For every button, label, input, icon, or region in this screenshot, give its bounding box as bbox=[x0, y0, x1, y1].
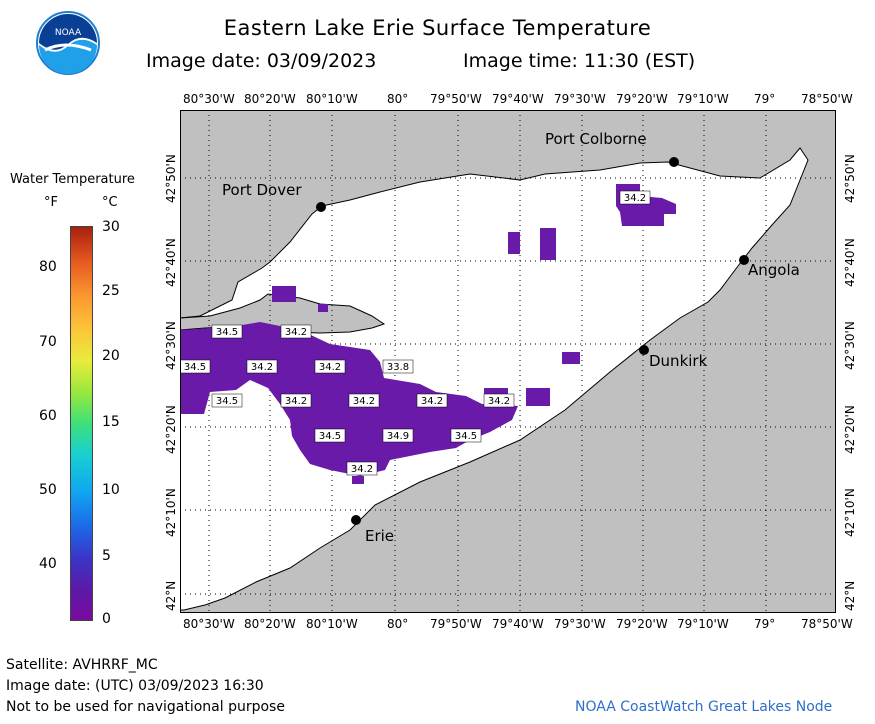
lat-label-right: 42°50'N bbox=[843, 154, 857, 203]
lat-label-left: 42°20'N bbox=[164, 405, 178, 454]
port-colborne-marker bbox=[669, 157, 679, 167]
lat-label-left: 42°N bbox=[164, 580, 178, 611]
temp-label: 34.5 bbox=[216, 396, 238, 407]
angola-marker bbox=[739, 255, 749, 265]
tick-c-0: 0 bbox=[102, 611, 111, 627]
port-dover-marker bbox=[316, 202, 326, 212]
lat-label-left: 42°40'N bbox=[164, 238, 178, 287]
tick-c-10: 10 bbox=[102, 482, 120, 498]
lon-label-bottom: 79° bbox=[754, 617, 776, 631]
lat-label-left: 42°10'N bbox=[164, 488, 178, 537]
lon-label-bottom: 79°50'W bbox=[430, 617, 482, 631]
place-erie: Erie bbox=[365, 527, 394, 545]
lat-label-left: 42°50'N bbox=[164, 154, 178, 203]
temp-label: 34.5 bbox=[216, 327, 238, 338]
image-time: Image time: 11:30 (EST) bbox=[463, 50, 696, 72]
lon-label-top: 80°30'W bbox=[183, 92, 235, 106]
lon-label-top: 79° bbox=[754, 92, 776, 106]
lon-label-top: 78°50'W bbox=[801, 92, 853, 106]
dunkirk-marker bbox=[639, 345, 649, 355]
lat-label-right: 42°40'N bbox=[843, 238, 857, 287]
noaa-logo: NOAA bbox=[36, 11, 100, 75]
temp-label: 34.2 bbox=[285, 327, 307, 338]
temp-label: 34.2 bbox=[624, 193, 646, 204]
lon-label-bottom: 80°10'W bbox=[306, 617, 358, 631]
lon-label-bottom: 79°40'W bbox=[492, 617, 544, 631]
lat-label-right: 42°30'N bbox=[843, 321, 857, 370]
lat-label-right: 42°20'N bbox=[843, 405, 857, 454]
place-dunkirk: Dunkirk bbox=[649, 352, 708, 370]
temperature-colorbar bbox=[70, 226, 93, 621]
lon-label-top: 80°10'W bbox=[306, 92, 358, 106]
lon-label-bottom: 79°20'W bbox=[616, 617, 668, 631]
lon-label-bottom: 80°30'W bbox=[183, 617, 235, 631]
lat-label-right: 42°N bbox=[843, 580, 857, 611]
disclaimer: Not to be used for navigational purpose bbox=[6, 699, 285, 715]
lon-label-bottom: 80°20'W bbox=[244, 617, 296, 631]
place-port-colborne: Port Colborne bbox=[545, 130, 647, 148]
temp-label: 34.2 bbox=[353, 396, 375, 407]
lat-label-left: 42°30'N bbox=[164, 321, 178, 370]
temp-label: 34.9 bbox=[387, 431, 409, 442]
credit-link[interactable]: NOAA CoastWatch Great Lakes Node bbox=[575, 699, 833, 715]
temp-label: 34.2 bbox=[285, 396, 307, 407]
place-angola: Angola bbox=[748, 261, 800, 279]
temp-label: 34.2 bbox=[421, 396, 443, 407]
tick-c-5: 5 bbox=[102, 548, 111, 564]
lat-label-right: 42°10'N bbox=[843, 488, 857, 537]
utc-date: Image date: (UTC) 03/09/2023 16:30 bbox=[6, 678, 264, 694]
lon-label-top: 79°10'W bbox=[677, 92, 729, 106]
temp-label: 34.5 bbox=[319, 431, 341, 442]
tick-f-50: 50 bbox=[39, 482, 57, 498]
place-port-dover: Port Dover bbox=[222, 181, 302, 199]
unit-celsius: °C bbox=[102, 195, 118, 210]
tick-f-40: 40 bbox=[39, 556, 57, 572]
lon-label-top: 79°50'W bbox=[430, 92, 482, 106]
tick-c-20: 20 bbox=[102, 348, 120, 364]
lon-label-top: 80°20'W bbox=[244, 92, 296, 106]
noaa-logo-text: NOAA bbox=[55, 28, 82, 38]
lon-label-bottom: 79°10'W bbox=[677, 617, 729, 631]
map-title: Eastern Lake Erie Surface Temperature bbox=[223, 16, 652, 40]
temperature-labels: 34.2 34.5 34.2 34.5 34.2 34.2 33.8 34.5 … bbox=[180, 190, 651, 476]
lon-label-top: 79°20'W bbox=[616, 92, 668, 106]
unit-fahrenheit: °F bbox=[44, 195, 58, 210]
temp-label: 34.2 bbox=[488, 396, 510, 407]
lon-label-top: 79°40'W bbox=[492, 92, 544, 106]
satellite-info: Satellite: AVHRRF_MC bbox=[6, 657, 158, 673]
lon-label-bottom: 78°50'W bbox=[801, 617, 853, 631]
tick-c-15: 15 bbox=[102, 414, 120, 430]
tick-f-70: 70 bbox=[39, 334, 57, 350]
temp-label: 34.5 bbox=[455, 431, 477, 442]
lon-label-top: 79°30'W bbox=[554, 92, 606, 106]
lon-label-bottom: 80° bbox=[387, 617, 409, 631]
lake-map: 34.2 34.5 34.2 34.5 34.2 34.2 33.8 34.5 … bbox=[180, 110, 836, 613]
tick-c-25: 25 bbox=[102, 283, 120, 299]
temp-label: 34.2 bbox=[351, 464, 373, 475]
tick-c-30: 30 bbox=[102, 219, 120, 235]
image-date: Image date: 03/09/2023 bbox=[146, 50, 377, 72]
legend-title: Water Temperature bbox=[10, 172, 135, 187]
erie-marker bbox=[351, 515, 361, 525]
temp-label: 34.2 bbox=[319, 362, 341, 373]
tick-f-60: 60 bbox=[39, 408, 57, 424]
tick-f-80: 80 bbox=[39, 259, 57, 275]
lon-label-bottom: 79°30'W bbox=[554, 617, 606, 631]
lon-label-top: 80° bbox=[387, 92, 409, 106]
map-frame bbox=[180, 110, 836, 613]
temp-label: 33.8 bbox=[387, 362, 409, 373]
temp-label: 34.2 bbox=[251, 362, 273, 373]
temp-label: 34.5 bbox=[184, 362, 206, 373]
